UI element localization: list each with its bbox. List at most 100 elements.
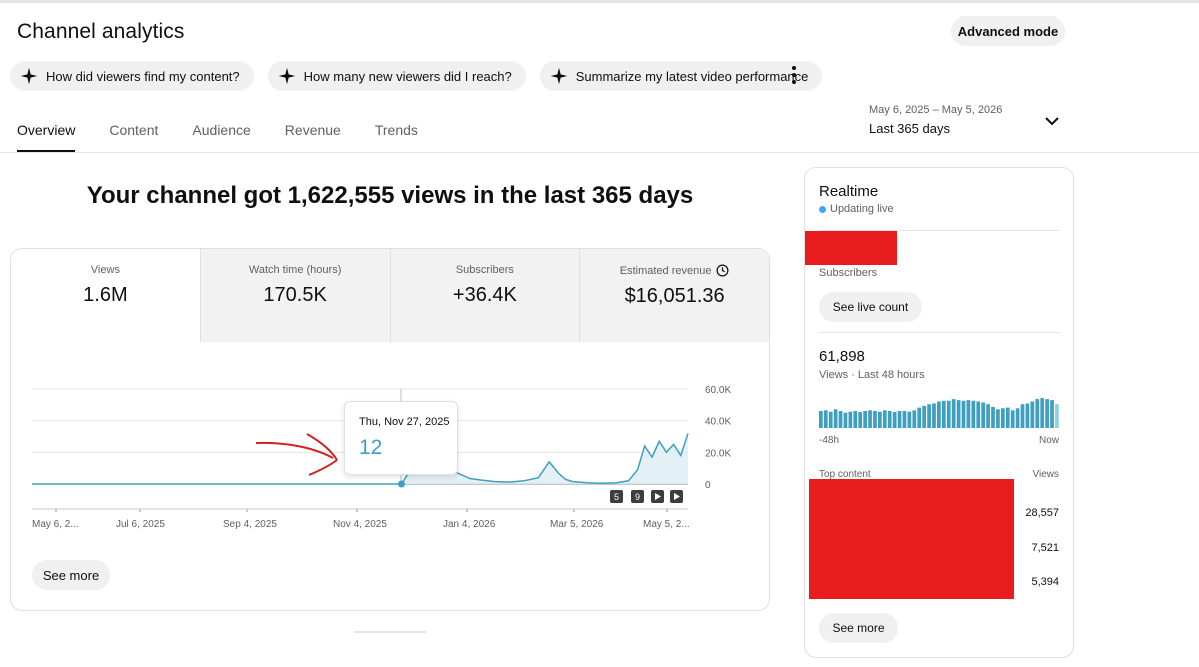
video-marker[interactable]	[610, 490, 623, 503]
metric-value: 1.6M	[83, 284, 128, 306]
metric-views[interactable]: Views 1.6M	[11, 249, 200, 342]
chip-find-content[interactable]: How did viewers find my content?	[10, 61, 254, 91]
realtime-bar[interactable]	[887, 411, 892, 428]
chip-new-viewers[interactable]: How many new viewers did I reach?	[267, 61, 526, 91]
realtime-bar[interactable]	[833, 409, 838, 428]
realtime-bar[interactable]	[976, 401, 981, 428]
realtime-bar[interactable]	[1005, 407, 1010, 428]
realtime-bar[interactable]	[823, 410, 828, 428]
views-chart[interactable]: 60.0K 40.0K 20.0K 0 May 6, 2... Jul 6, 2025 S…	[11, 342, 769, 542]
views-area	[401, 420, 688, 484]
realtime-bar[interactable]	[882, 410, 887, 428]
more-vert-icon[interactable]	[785, 64, 803, 86]
axis-start-label: -48h	[819, 435, 840, 446]
tab-revenue[interactable]: Revenue	[284, 122, 341, 138]
realtime-bar[interactable]	[922, 405, 927, 428]
realtime-bar[interactable]	[956, 400, 961, 428]
realtime-bar[interactable]	[907, 411, 912, 428]
sparkle-icon	[20, 67, 38, 85]
realtime-bar[interactable]	[843, 412, 848, 428]
y-tick-label: 20.0K	[705, 448, 731, 459]
realtime-bar[interactable]	[828, 411, 833, 428]
realtime-bar[interactable]	[917, 407, 922, 428]
metric-revenue[interactable]: Estimated revenue $16,051.36	[579, 249, 769, 342]
realtime-bar[interactable]	[912, 410, 917, 428]
realtime-bar[interactable]	[1055, 404, 1059, 428]
realtime-bar[interactable]	[996, 409, 1000, 428]
realtime-bar[interactable]	[1050, 400, 1054, 428]
axis-end-label: Now	[1038, 435, 1059, 446]
realtime-bar[interactable]	[897, 411, 902, 428]
realtime-bar[interactable]	[863, 411, 867, 428]
realtime-bar[interactable]	[1035, 399, 1040, 428]
tab-content[interactable]: Content	[109, 122, 159, 138]
advanced-mode-button[interactable]: Advanced mode	[951, 16, 1065, 46]
realtime-bar[interactable]	[961, 400, 966, 428]
realtime-bar[interactable]	[892, 412, 897, 428]
metric-tabs: Views 1.6M Watch time (hours) 170.5K Sub…	[11, 249, 769, 342]
tab-trends[interactable]: Trends	[374, 122, 418, 138]
realtime-bar[interactable]	[966, 400, 971, 428]
divider	[819, 230, 1060, 231]
see-more-button[interactable]: See more	[32, 560, 110, 590]
realtime-bar[interactable]	[971, 400, 976, 428]
analytics-tabs: Overview Content Audience Revenue Trends	[17, 122, 452, 152]
realtime-bar[interactable]	[1030, 401, 1035, 428]
realtime-bar[interactable]	[986, 404, 990, 428]
realtime-bar[interactable]	[991, 406, 995, 428]
live-dot-icon	[819, 205, 826, 213]
realtime-bar[interactable]	[1045, 399, 1049, 428]
realtime-bar[interactable]	[848, 411, 853, 428]
chip-summarize-video[interactable]: Summarize my latest video performance	[539, 61, 823, 91]
realtime-bar[interactable]	[1000, 408, 1005, 428]
redacted-top-content	[809, 479, 1014, 599]
realtime-bar[interactable]	[1010, 410, 1015, 428]
video-marker[interactable]	[631, 490, 644, 503]
realtime-bar[interactable]	[873, 411, 877, 428]
realtime-bar-chart[interactable]	[819, 394, 1060, 428]
realtime-bar[interactable]	[1015, 408, 1020, 428]
top-content-label: Top content	[819, 469, 871, 480]
x-tick-label: Nov 4, 2025	[333, 519, 387, 530]
realtime-bar[interactable]	[902, 411, 907, 428]
realtime-bar[interactable]	[981, 402, 986, 429]
realtime-bar[interactable]	[878, 411, 882, 428]
realtime-bar[interactable]	[941, 400, 946, 428]
date-range-label: Last 365 days	[869, 121, 950, 136]
realtime-bar[interactable]	[937, 401, 941, 428]
tabs-divider	[0, 152, 1199, 153]
chip-label: How did viewers find my content?	[46, 68, 240, 84]
metric-subscribers[interactable]: Subscribers +36.4K	[389, 249, 580, 342]
realtime-bar[interactable]	[819, 411, 823, 428]
realtime-bar[interactable]	[858, 412, 863, 428]
metric-label: Estimated revenue	[580, 264, 769, 277]
tab-audience[interactable]: Audience	[192, 122, 251, 138]
tab-overview[interactable]: Overview	[17, 122, 76, 152]
views-column-label: Views	[1032, 469, 1060, 480]
top-content-views: 7,521	[1031, 542, 1059, 554]
metric-watch-time[interactable]: Watch time (hours) 170.5K	[199, 249, 390, 342]
see-live-count-button[interactable]: See live count	[819, 292, 922, 322]
date-range-selector[interactable]: May 6, 2025 – May 5, 2026 Last 365 days	[869, 104, 1002, 136]
video-markers: 5 9	[610, 490, 683, 503]
realtime-see-more-button[interactable]: See more	[819, 613, 898, 643]
redacted-subscriber-count	[805, 231, 897, 265]
overview-card: Views 1.6M Watch time (hours) 170.5K Sub…	[10, 248, 770, 611]
realtime-bar[interactable]	[946, 400, 951, 428]
realtime-bar[interactable]	[868, 410, 872, 428]
x-tick-label: Jul 6, 2025	[116, 519, 165, 530]
annotation-arrow	[255, 441, 334, 459]
realtime-bar[interactable]	[927, 404, 931, 428]
realtime-bar[interactable]	[932, 403, 936, 428]
realtime-bar[interactable]	[1040, 398, 1045, 428]
hover-point	[397, 480, 405, 488]
realtime-bar[interactable]	[838, 411, 843, 428]
realtime-bar[interactable]	[1025, 403, 1030, 428]
realtime-bar[interactable]	[853, 411, 858, 428]
annotation-arrow-head	[306, 433, 338, 461]
realtime-bar[interactable]	[1020, 404, 1025, 428]
realtime-bar[interactable]	[951, 399, 956, 428]
play-icon	[655, 493, 661, 500]
suggestion-chips: How did viewers find my content? How man…	[10, 61, 823, 91]
chevron-down-icon[interactable]	[1044, 115, 1060, 127]
